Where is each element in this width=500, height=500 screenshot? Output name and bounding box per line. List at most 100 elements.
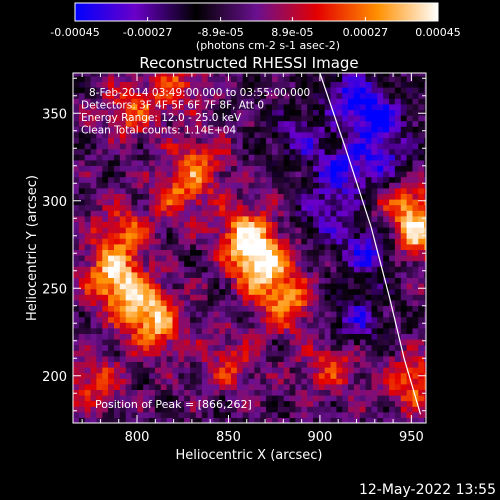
heatmap-cell — [154, 187, 162, 194]
heatmap-cell — [166, 154, 174, 161]
heatmap-cell — [383, 154, 390, 161]
heatmap-cell — [377, 92, 384, 99]
heatmap-cell — [78, 400, 86, 407]
heatmap-cell — [330, 383, 337, 390]
heatmap-cell — [160, 383, 168, 390]
heatmap-cell — [406, 350, 414, 357]
heatmap-cell — [348, 238, 355, 245]
heatmap-cell — [400, 137, 408, 144]
heatmap-cell — [160, 87, 168, 94]
heatmap-cell — [336, 232, 343, 239]
heatmap-cell — [154, 98, 162, 105]
heatmap-cell — [307, 81, 314, 88]
heatmap-cell — [225, 171, 232, 178]
heatmap-cell — [412, 355, 419, 362]
heatmap-cell — [207, 383, 215, 390]
heatmap-cell — [125, 159, 133, 166]
heatmap-cell — [78, 255, 86, 262]
heatmap-cell — [254, 227, 261, 234]
heatmap-cell — [272, 333, 279, 340]
heatmap-cell — [318, 283, 326, 290]
heatmap-cell — [348, 266, 355, 273]
heatmap-cell — [119, 243, 127, 250]
heatmap-cell — [307, 148, 314, 155]
heatmap-cell — [336, 227, 343, 234]
heatmap-cell — [172, 350, 179, 357]
heatmap-cell — [78, 187, 86, 194]
heatmap-cell — [353, 187, 361, 194]
heatmap-cell — [207, 255, 215, 262]
heatmap-cell — [154, 154, 162, 161]
heatmap-cell — [201, 277, 209, 284]
heatmap-cell — [143, 395, 150, 402]
heatmap-cell — [195, 406, 203, 413]
heatmap-cell — [84, 288, 92, 295]
heatmap-cell — [102, 98, 109, 105]
heatmap-cell — [114, 199, 121, 206]
heatmap-cell — [295, 294, 302, 301]
heatmap-cell — [108, 73, 115, 77]
heatmap-cell — [242, 378, 250, 385]
heatmap-cell — [207, 176, 215, 183]
heatmap-cell — [119, 316, 127, 323]
heatmap-cell — [324, 327, 332, 334]
heatmap-cell — [330, 159, 337, 166]
heatmap-cell — [336, 73, 343, 77]
heatmap-cell — [96, 294, 103, 301]
heatmap-cell — [318, 120, 326, 127]
heatmap-cell — [143, 137, 150, 144]
heatmap-cell — [307, 199, 314, 206]
heatmap-cell — [96, 165, 103, 172]
heatmap-cell — [114, 115, 121, 122]
heatmap-cell — [348, 187, 355, 194]
heatmap-cell — [353, 238, 361, 245]
heatmap-cell — [295, 383, 302, 390]
heatmap-cell — [330, 327, 337, 334]
heatmap-cell — [119, 159, 127, 166]
heatmap-cell — [114, 417, 121, 423]
heatmap-cell — [114, 395, 121, 402]
heatmap-cell — [359, 299, 367, 306]
heatmap-cell — [283, 344, 291, 351]
heatmap-cell — [84, 316, 92, 323]
info-line: Detectors: 3F 4F 5F 6F 7F 8F, Att 0 — [81, 100, 264, 112]
heatmap-cell — [289, 283, 297, 290]
heatmap-cell — [213, 383, 220, 390]
heatmap-cell — [289, 333, 297, 340]
heatmap-cell — [272, 411, 279, 418]
heatmap-cell — [213, 98, 220, 105]
heatmap-cell — [178, 406, 185, 413]
heatmap-cell — [313, 299, 320, 306]
heatmap-cell — [190, 350, 197, 357]
heatmap-cell — [242, 126, 250, 133]
heatmap-cell — [272, 305, 279, 312]
heatmap-cell — [137, 215, 144, 222]
heatmap-cell — [84, 305, 92, 312]
heatmap-cell — [213, 361, 220, 368]
heatmap-cell — [371, 81, 378, 88]
heatmap-cell — [96, 73, 103, 77]
heatmap-cell — [254, 154, 261, 161]
heatmap-cell — [172, 383, 179, 390]
heatmap-cell — [78, 92, 86, 99]
heatmap-cell — [84, 243, 92, 250]
heatmap-cell — [154, 221, 162, 228]
heatmap-cell — [184, 204, 191, 211]
heatmap-cell — [102, 159, 109, 166]
heatmap-cell — [424, 115, 426, 122]
heatmap-cell — [213, 232, 220, 239]
heatmap-cell — [131, 103, 138, 110]
heatmap-cell — [307, 243, 314, 250]
heatmap-cell — [289, 204, 297, 211]
heatmap-cell — [90, 126, 98, 133]
heatmap-cell — [190, 238, 197, 245]
heatmap-cell — [277, 344, 285, 351]
heatmap-cell — [424, 344, 426, 351]
heatmap-cell — [160, 249, 168, 256]
heatmap-cell — [307, 288, 314, 295]
heatmap-cell — [190, 126, 197, 133]
heatmap-cell — [371, 221, 378, 228]
heatmap-cell — [383, 81, 390, 88]
heatmap-cell — [359, 115, 367, 122]
heatmap-cell — [172, 395, 179, 402]
